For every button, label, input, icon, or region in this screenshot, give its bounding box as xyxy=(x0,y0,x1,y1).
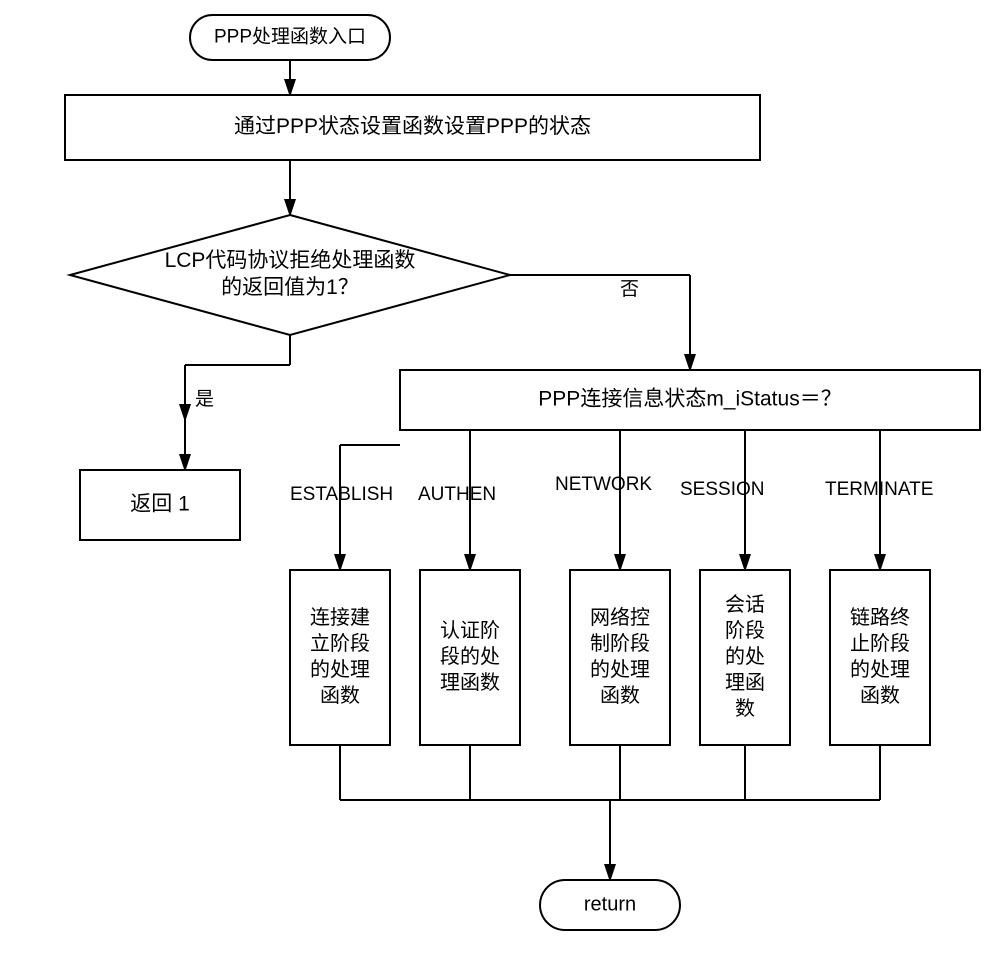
node-text: PPP连接信息状态m_iStatus＝？ xyxy=(538,388,841,411)
node-text: 连接建 xyxy=(310,606,370,629)
node-text: 的处理 xyxy=(310,658,370,681)
node-text: 的处理 xyxy=(590,658,650,681)
node-switch: PPP连接信息状态m_iStatus＝？ xyxy=(400,370,980,430)
node-text: 数 xyxy=(735,697,755,720)
node-text: 返回 1 xyxy=(130,493,190,516)
node-b5: 链路终止阶段的处理函数 xyxy=(830,570,930,745)
node-text: PPP处理函数入口 xyxy=(214,26,366,48)
node-b4: 会话阶段的处理函数 xyxy=(700,570,790,745)
node-b2: 认证阶段的处理函数 xyxy=(420,570,520,745)
node-text: 认证阶 xyxy=(440,619,500,642)
branch-label-l2: AUTHEN xyxy=(418,484,496,505)
node-set_state: 通过PPP状态设置函数设置PPP的状态 xyxy=(65,95,760,160)
node-b1: 连接建立阶段的处理函数 xyxy=(290,570,390,745)
node-text: 止阶段 xyxy=(850,632,910,655)
node-text: 网络控 xyxy=(590,606,650,629)
node-start: PPP处理函数入口 xyxy=(190,15,390,60)
node-text: LCP代码协议拒绝处理函数 xyxy=(165,249,416,272)
branch-label-no: 否 xyxy=(620,279,639,300)
branch-label-l4: SESSION xyxy=(680,479,764,500)
node-decision: LCP代码协议拒绝处理函数的返回值为1？ xyxy=(70,215,510,335)
flowchart-canvas: PPP处理函数入口通过PPP状态设置函数设置PPP的状态 LCP代码协议拒绝处理函… xyxy=(0,0,1000,960)
node-b3: 网络控制阶段的处理函数 xyxy=(570,570,670,745)
branch-label-l1: ESTABLISH xyxy=(290,484,393,505)
node-return1: 返回 1 xyxy=(80,470,240,540)
node-text: 立阶段 xyxy=(310,632,370,655)
node-text: 的处 xyxy=(725,645,765,668)
node-text: 理函数 xyxy=(440,671,500,694)
node-return: return xyxy=(540,880,680,930)
branch-label-l3: NETWORK xyxy=(555,474,652,495)
node-text: 段的处 xyxy=(440,645,500,668)
branch-label-yes: 是 xyxy=(195,389,214,410)
node-text: 函数 xyxy=(600,684,640,707)
node-text: 链路终 xyxy=(850,606,910,629)
node-text: 会话 xyxy=(725,593,765,616)
node-text: 通过PPP状态设置函数设置PPP的状态 xyxy=(234,115,591,138)
node-text: 的处理 xyxy=(850,658,910,681)
node-text: return xyxy=(584,893,636,915)
node-text: 函数 xyxy=(860,684,900,707)
node-text: 制阶段 xyxy=(590,632,650,655)
node-text: 的返回值为1？ xyxy=(221,276,359,299)
node-text: 阶段 xyxy=(725,619,765,642)
node-text: 函数 xyxy=(320,684,360,707)
node-text: 理函 xyxy=(725,671,765,694)
branch-label-l5: TERMINATE xyxy=(825,479,933,500)
